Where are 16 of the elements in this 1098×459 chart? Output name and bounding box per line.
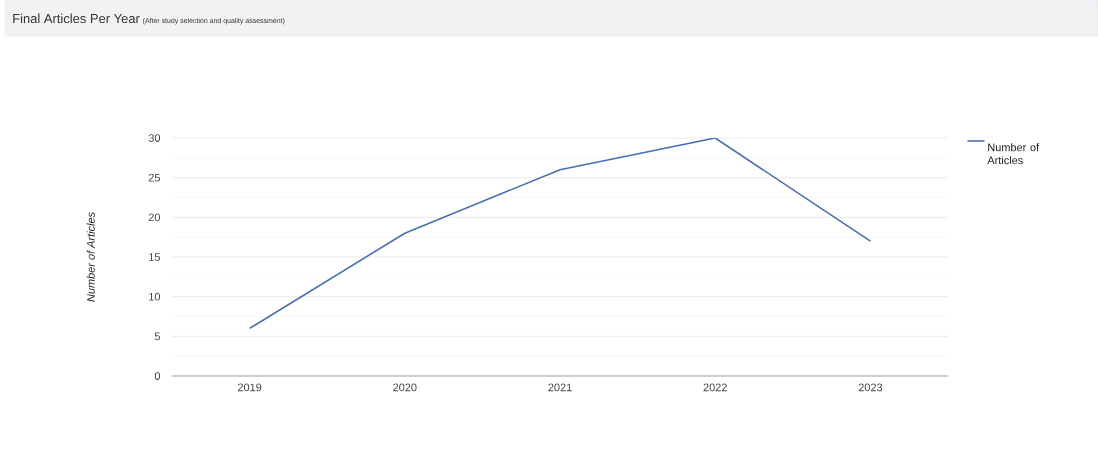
y-tick-label: 25 [148, 173, 161, 182]
y-tick-label: 15 [149, 253, 161, 261]
text: Number of Articles [987, 143, 1040, 165]
y-tick-label: 10 [149, 292, 161, 301]
x-tick-label: 2023 [858, 383, 883, 392]
y-tick-label: 5 [154, 332, 161, 341]
y-tick-label: 0 [154, 372, 161, 380]
chart-title: Final Articles Per Year [13, 13, 140, 24]
y-tick-label: 30 [148, 134, 161, 142]
x-tick-label: 2022 [703, 383, 727, 392]
x-tick-label: 2020 [393, 383, 417, 392]
y-tick-label: 20 [148, 213, 161, 222]
y-axis-title: Number of Articles [86, 212, 95, 302]
x-tick-label: 2019 [237, 383, 262, 392]
x-tick-label: 2021 [548, 383, 572, 392]
line-series [248, 138, 872, 330]
